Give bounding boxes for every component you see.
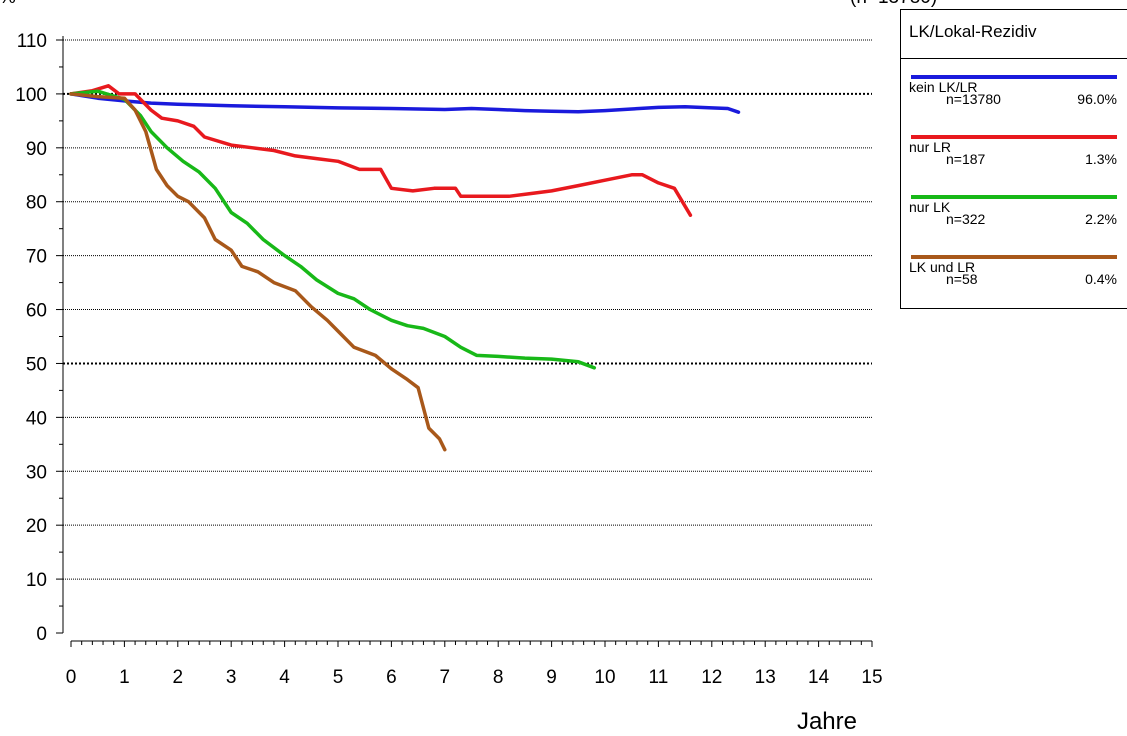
legend-entry-lk-und-lr: LK und LR n=58 0.4% [901,247,1127,307]
legend-count: n=58 [946,271,978,287]
legend: LK/Lokal-Rezidiv kein LK/LR n=13780 96.0… [900,9,1127,309]
series-line-1 [69,92,741,114]
legend-count: n=13780 [946,91,1001,107]
legend-label: nur LR [909,139,952,155]
legend-divider [901,58,1127,59]
top-clipped-n: (n=13780) [850,0,937,8]
y-tick-label: 50 [26,354,47,375]
legend-percent: 1.3% [1085,151,1117,167]
y-tick-label: 100 [15,85,47,106]
legend-label: nur LK [909,199,951,215]
legend-label: kein LK/LR [909,79,978,95]
x-tick-label: 5 [333,667,344,688]
y-tick-label: 60 [26,301,47,322]
x-tick-label: 6 [386,667,397,688]
legend-percent: 0.4% [1085,271,1117,287]
y-tick-labels: 0 10 20 30 40 50 60 70 80 90 100 110 [15,31,47,645]
x-tick-labels: 0 1 2 3 4 5 6 7 8 9 10 11 12 13 14 15 [66,667,883,688]
y-tick-label: 0 [36,624,47,645]
legend-swatch [911,195,1117,199]
y-tick-label: 70 [26,247,47,268]
legend-count: n=187 [946,151,986,167]
x-tick-label: 15 [861,667,882,688]
y-tick-label: 110 [17,31,47,52]
series-line-4 [69,92,447,452]
x-tick-label: 4 [279,667,290,688]
x-tick-label: 12 [701,667,722,688]
x-tick-label: 11 [649,667,669,688]
legend-label: LK und LR [909,259,976,275]
axes [56,36,873,647]
x-tick-label: 14 [808,667,830,688]
top-clipped-unit: % [0,0,16,8]
x-tick-label: 7 [440,667,451,688]
gridlines [63,39,872,580]
x-tick-label: 1 [119,667,130,688]
legend-percent: 96.0% [1077,91,1117,107]
legend-swatch [911,135,1117,139]
y-tick-label: 40 [26,408,47,429]
x-tick-label: 13 [755,667,776,688]
y-tick-label: 30 [26,462,47,483]
legend-percent: 2.2% [1085,211,1117,227]
legend-entry-nur-lr: nur LR n=187 1.3% [901,127,1127,187]
y-tick-label: 80 [26,193,47,214]
x-tick-label: 2 [173,667,184,688]
series-line-2 [69,84,693,217]
series-lines [69,84,741,452]
legend-entry-kein: kein LK/LR n=13780 96.0% [901,67,1127,127]
legend-swatch [911,75,1117,79]
series-line-3 [69,89,597,370]
legend-count: n=322 [946,211,986,227]
x-axis-title: Jahre [797,708,857,735]
legend-title: LK/Lokal-Rezidiv [909,22,1037,41]
legend-entry-nur-lk: nur LK n=322 2.2% [901,187,1127,247]
x-tick-label: 10 [594,667,615,688]
x-tick-label: 8 [493,667,504,688]
x-tick-label: 9 [546,667,557,688]
y-tick-label: 90 [26,139,47,160]
x-tick-label: 3 [226,667,237,688]
y-tick-label: 10 [26,570,47,591]
x-tick-label: 0 [66,667,77,688]
legend-swatch [911,255,1117,259]
y-tick-label: 20 [26,516,47,537]
